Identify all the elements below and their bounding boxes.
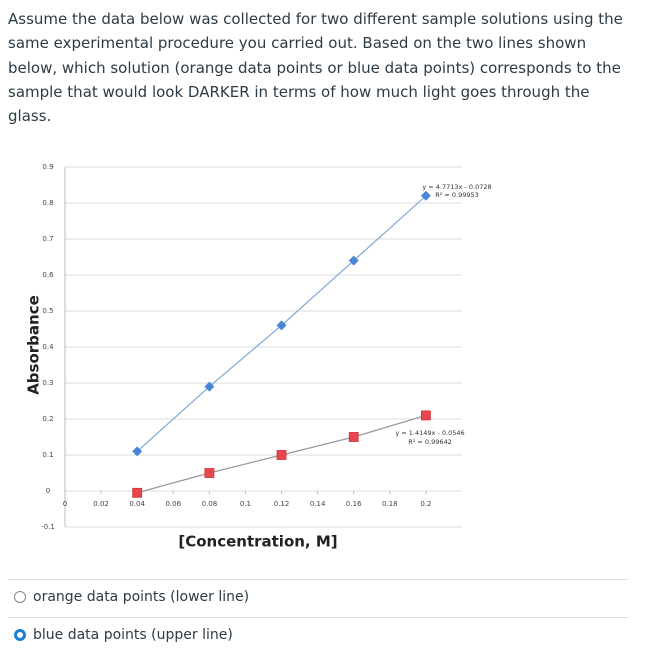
equation-label: R² = 0.99953 xyxy=(435,191,479,199)
data-point xyxy=(421,410,431,421)
x-tick-label: 0 xyxy=(63,500,67,508)
y-axis-label: Absorbance xyxy=(25,295,43,395)
x-tick-label: 0.2 xyxy=(420,500,431,508)
y-tick-label: 0.1 xyxy=(42,451,53,459)
equation-label: y = 4.7713x - 0.0728 xyxy=(422,183,491,191)
data-point xyxy=(420,190,431,201)
data-point xyxy=(204,468,215,478)
radio-button[interactable] xyxy=(14,629,26,641)
y-tick-label: 0.5 xyxy=(42,307,53,315)
data-point xyxy=(348,432,359,442)
data-point xyxy=(348,255,359,266)
answer-option[interactable]: orange data points (lower line) xyxy=(14,589,249,605)
y-tick-label: 0.4 xyxy=(42,343,54,351)
y-tick-label: 0.7 xyxy=(42,235,53,243)
x-tick-label: 0.02 xyxy=(93,500,109,508)
x-tick-label: 0.04 xyxy=(129,500,145,508)
data-point xyxy=(132,446,143,457)
x-tick-label: 0.14 xyxy=(310,500,326,508)
y-tick-label: -0.1 xyxy=(41,523,55,531)
y-tick-label: 0.9 xyxy=(42,163,53,171)
option-label[interactable]: blue data points (upper line) xyxy=(33,627,233,643)
equation-label: R² = 0.99642 xyxy=(408,438,452,446)
x-tick-label: 0.12 xyxy=(274,500,290,508)
radio-button[interactable] xyxy=(14,591,26,603)
data-point xyxy=(204,381,215,392)
x-tick-label: 0.08 xyxy=(202,500,218,508)
chart: Absorbance [Concentration, M] -0.1 0 0.1 0.… xyxy=(25,163,492,551)
x-tick-label: 0.16 xyxy=(346,500,362,508)
equation-label: y = 1.4149x - 0.0546 xyxy=(395,429,464,437)
x-tick-label: 0.06 xyxy=(165,500,181,508)
x-tick-label: 0.18 xyxy=(382,500,398,508)
option-label[interactable]: orange data points (lower line) xyxy=(33,589,250,605)
data-point xyxy=(276,450,287,460)
y-tick-label: 0.8 xyxy=(42,199,53,207)
data-point xyxy=(132,487,143,498)
data-point xyxy=(276,320,287,331)
separator xyxy=(8,617,628,618)
answer-option[interactable]: blue data points (upper line) xyxy=(14,627,233,643)
y-tick-label: 0.6 xyxy=(42,271,54,279)
question-text: Assume the data below was collected for … xyxy=(8,10,623,126)
x-axis-label: [Concentration, M] xyxy=(178,533,337,551)
y-tick-label: 0.2 xyxy=(42,415,53,423)
x-tick-label: 0.1 xyxy=(240,500,251,508)
y-tick-label: 0.3 xyxy=(42,379,53,387)
separator xyxy=(8,579,628,580)
y-tick-label: 0 xyxy=(46,487,50,495)
